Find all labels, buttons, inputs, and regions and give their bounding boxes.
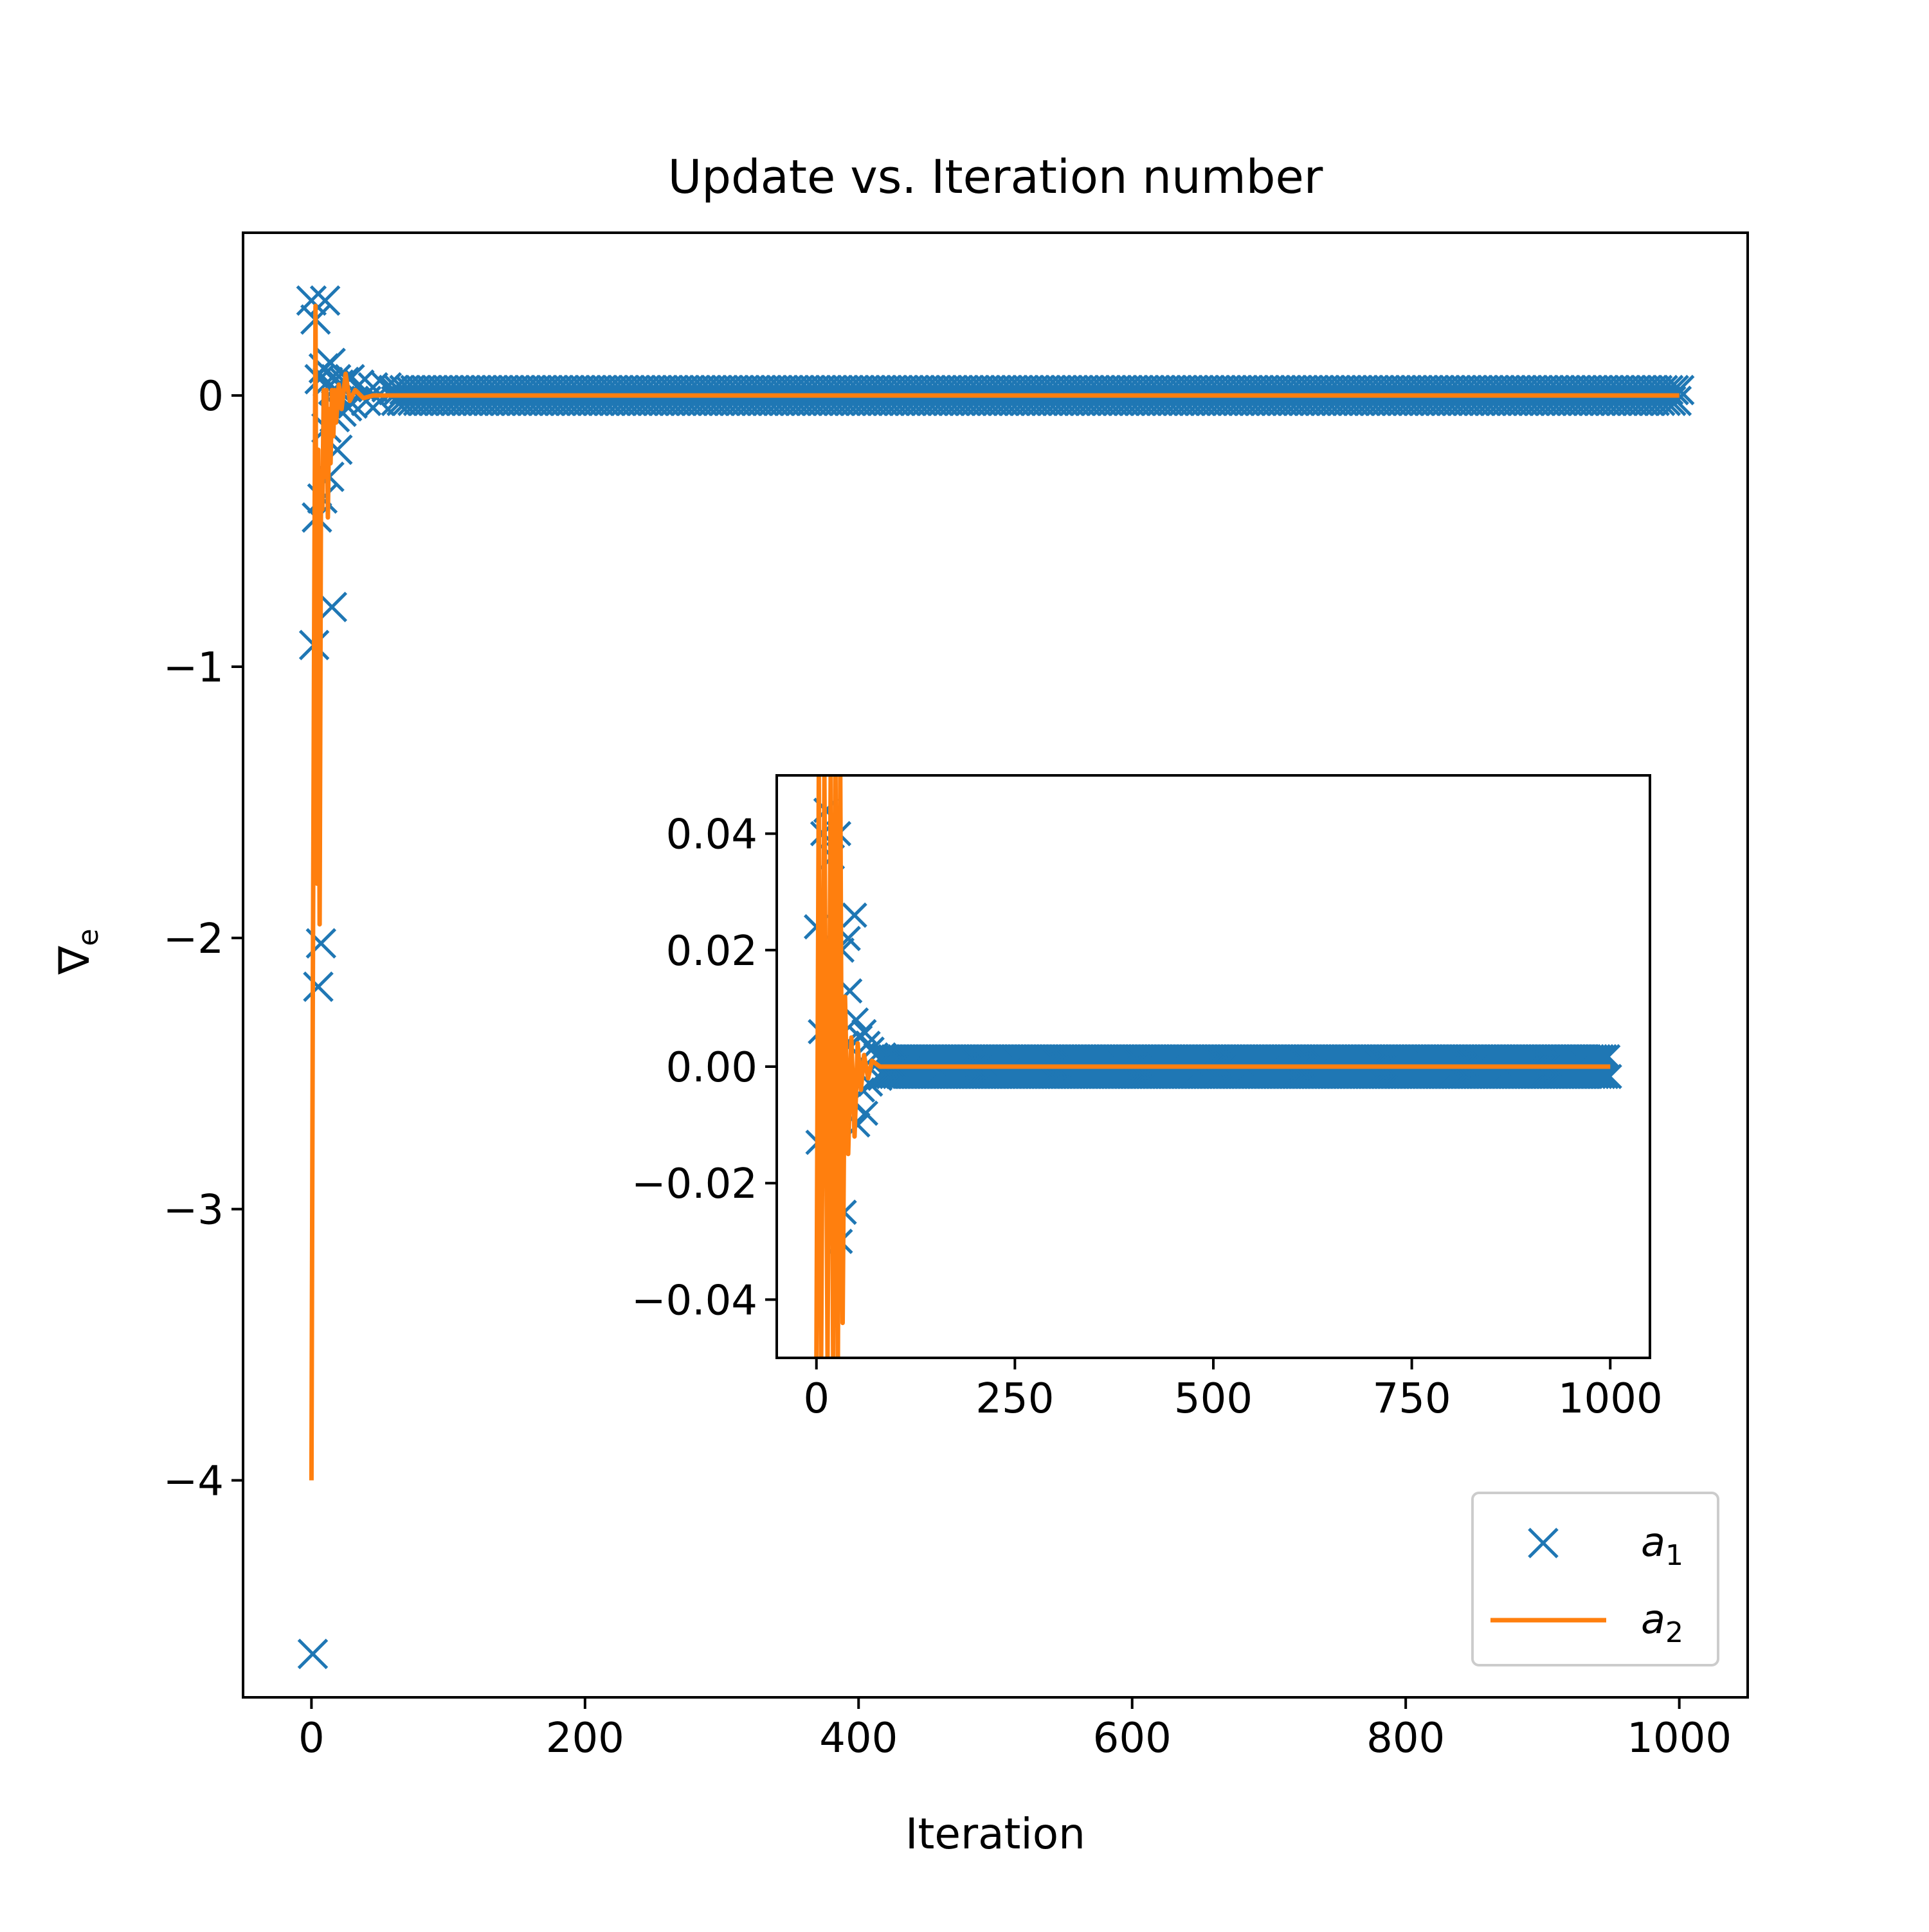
y-axis-label-group: ∇e [50, 928, 105, 975]
legend: a1 a2 [1471, 1492, 1719, 1666]
y-axis-label: ∇e [50, 928, 105, 975]
inset-series-line-a2 [814, 775, 1611, 1358]
main-x-tick-label: 400 [819, 1715, 898, 1762]
y-axis-label-subscript: e [72, 928, 105, 946]
inset-x-tick-label: 250 [975, 1375, 1054, 1423]
main-x-tick-label: 0 [298, 1715, 325, 1762]
main-y-tick-label: −4 [163, 1458, 224, 1506]
main-data-point [1663, 374, 1695, 406]
main-data-point [1658, 374, 1689, 406]
inset-data-point [842, 902, 867, 928]
y-axis-label-symbol: ∇ [50, 946, 99, 975]
inset-y-tick-label: 0.02 [666, 928, 758, 975]
inset-y-tick-label: 0.04 [666, 811, 758, 859]
main-x-tick-label: 1000 [1627, 1715, 1732, 1762]
main-x-tick-label: 200 [546, 1715, 624, 1762]
main-series-line-a2 [309, 303, 1680, 1481]
main-series-markers-a1 [296, 285, 1695, 1670]
main-x-tick-label: 800 [1366, 1715, 1445, 1762]
main-x-tick-label: 600 [1093, 1715, 1172, 1762]
main-y-tick-label: −1 [163, 644, 224, 692]
inset-x-tick-label: 0 [803, 1375, 829, 1423]
main-data-point [297, 1638, 329, 1670]
main-data-point [315, 347, 346, 379]
inset-x-tick-label: 1000 [1558, 1375, 1663, 1423]
main-y-tick-label: −2 [163, 916, 224, 963]
main-series-layer [296, 285, 1695, 1670]
inset-data-point [853, 1100, 879, 1126]
chart-title: Update vs. Iteration number [668, 150, 1323, 204]
main-data-point [296, 285, 327, 316]
inset-x-tick-label: 500 [1174, 1375, 1253, 1423]
main-frame [242, 231, 1749, 1699]
main-y-tick-label: 0 [197, 373, 224, 420]
legend-label-a2: a2 [1641, 1596, 1683, 1649]
main-data-point [304, 364, 335, 395]
inset-plot-area: 0 250 500 750 1000 0.04 0.02 0.00 −0.02 −0.04 [631, 774, 1663, 1423]
x-axis-label: Iteration [905, 1809, 1085, 1859]
inset-x-tick-label: 750 [1373, 1375, 1451, 1423]
inset-y-tick-label: −0.04 [631, 1277, 757, 1324]
inset-y-tick-label: 0.00 [666, 1044, 758, 1092]
main-y-tick-label: −3 [163, 1187, 224, 1234]
main-data-point [303, 971, 334, 1002]
legend-marker-a1 [1528, 1528, 1559, 1558]
inset-y-tick-label: −0.02 [631, 1160, 757, 1208]
legend-label-a1: a1 [1641, 1519, 1683, 1572]
inset-series-layer [803, 775, 1622, 1358]
main-data-point [1661, 385, 1692, 417]
